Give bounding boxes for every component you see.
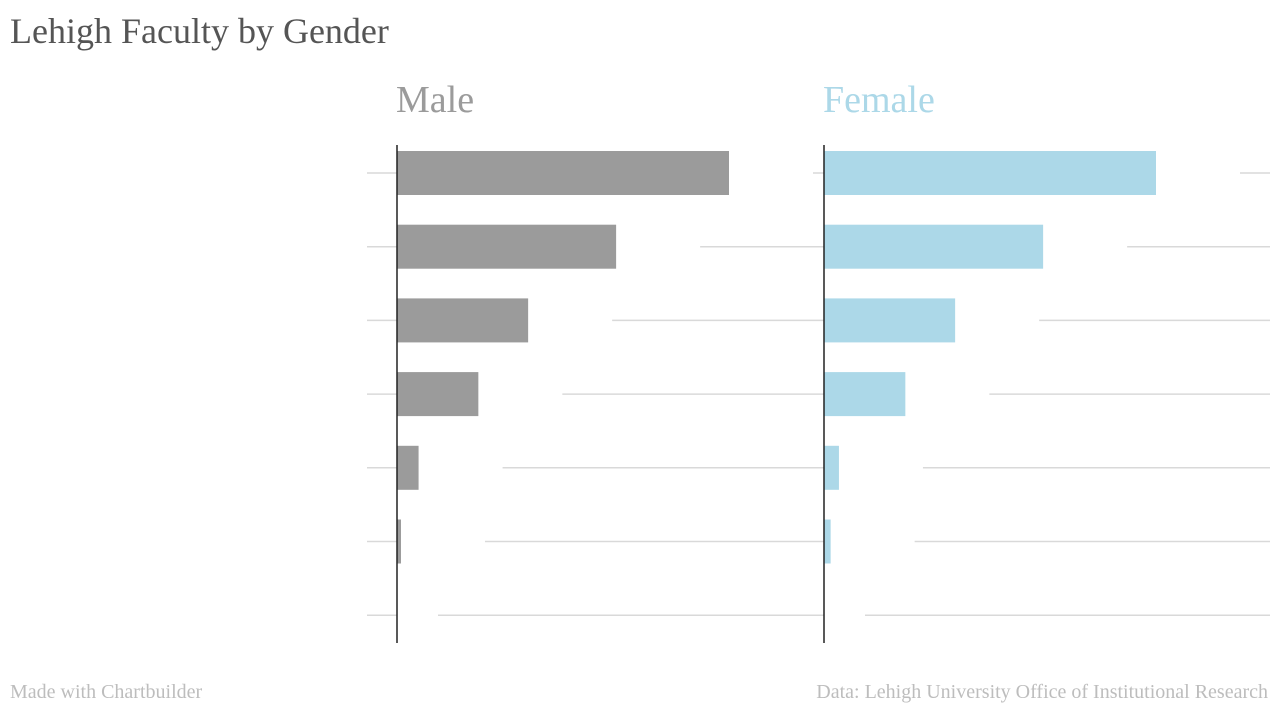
male-bar: [397, 151, 729, 195]
female-bar: [824, 298, 956, 343]
male-bar: [397, 298, 529, 343]
male-bar: [397, 445, 419, 490]
male-bar: [397, 519, 401, 564]
credit-text: Made with Chartbuilder: [10, 681, 203, 703]
female-bar: [824, 372, 906, 417]
chart-title: Lehigh Faculty by Gender: [10, 11, 389, 51]
female-bar: [824, 224, 1044, 269]
male-bar: [397, 372, 479, 417]
source-text: Data: Lehigh University Office of Instit…: [816, 681, 1268, 703]
male-panel-label: Male: [396, 79, 474, 121]
female-bar: [824, 151, 1156, 195]
female-bar: [824, 445, 839, 490]
female-panel-label: Female: [823, 79, 935, 121]
male-bar: [397, 224, 617, 269]
female-bar: [824, 519, 831, 564]
